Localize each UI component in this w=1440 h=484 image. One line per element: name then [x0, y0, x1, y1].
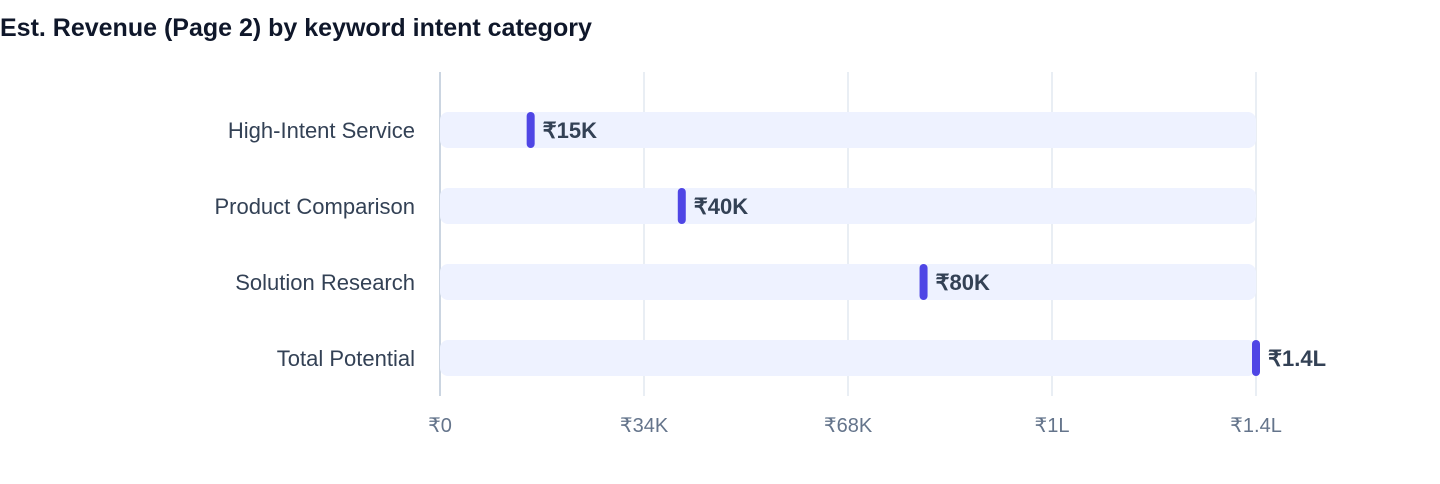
x-tick-label: ₹68K	[824, 415, 873, 437]
bar-marker	[1252, 340, 1260, 376]
category-label: Solution Research	[235, 270, 415, 295]
value-label: ₹40K	[694, 194, 748, 219]
value-label: ₹15K	[543, 118, 597, 143]
x-tick-label: ₹0	[428, 415, 452, 437]
bar-marker	[919, 264, 928, 300]
chart-title: Est. Revenue (Page 2) by keyword intent …	[0, 14, 592, 42]
category-label: Product Comparison	[214, 194, 415, 219]
text-layer: ₹0 ₹34K ₹68K ₹1L ₹1.4L High-Intent Service ₹15…	[214, 118, 1326, 437]
x-tick-label: ₹1L	[1035, 415, 1070, 437]
track-layer	[440, 112, 1256, 376]
bar-marker	[677, 188, 686, 224]
bar-track	[440, 112, 1256, 148]
bar-track	[440, 340, 1256, 376]
bar-track	[440, 188, 1256, 224]
marker-layer	[526, 112, 1260, 376]
value-label: ₹1.4L	[1268, 346, 1326, 371]
category-label: High-Intent Service	[228, 118, 415, 143]
bar-marker	[526, 112, 535, 148]
bar-track	[440, 264, 1256, 300]
x-tick-label: ₹1.4L	[1230, 415, 1282, 437]
category-label: Total Potential	[277, 346, 415, 371]
value-label: ₹80K	[936, 270, 990, 295]
x-tick-label: ₹34K	[620, 415, 669, 437]
